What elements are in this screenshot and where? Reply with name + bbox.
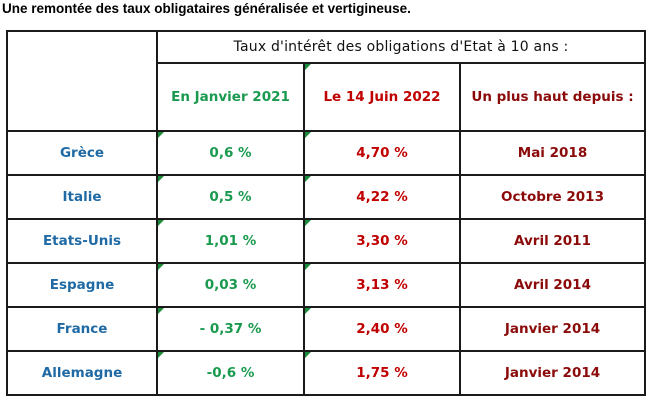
table-row: Italie 0,5 % 4,22 % Octobre 2013 [6,174,646,220]
country-cell: Grèce [6,130,158,176]
column-header-row: En Janvier 2021 Le 14 Juin 2022 Un plus … [7,62,646,132]
jun2022-cell: 4,22 % [303,174,461,220]
column-header-jun2022: Le 14 Juin 2022 [303,62,461,132]
country-cell: Italie [6,174,158,220]
country-cell: Allemagne [6,350,158,396]
jun2022-cell: 3,13 % [303,262,461,308]
since-cell: Avril 2011 [459,218,646,264]
jan2021-cell: - 0,37 % [156,306,305,352]
jun2022-cell: 1,75 % [303,350,461,396]
since-cell: Octobre 2013 [459,174,646,220]
jun2022-cell: 3,30 % [303,218,461,264]
since-cell: Avril 2014 [459,262,646,308]
column-header-since: Un plus haut depuis : [459,62,646,132]
table-row: Espagne 0,03 % 3,13 % Avril 2014 [6,262,646,308]
country-cell: Etats-Unis [6,218,158,264]
jan2021-cell: 1,01 % [156,218,305,264]
since-cell: Mai 2018 [459,130,646,176]
country-cell: Espagne [6,262,158,308]
table-row: Allemagne -0,6 % 1,75 % Janvier 2014 [6,350,646,396]
jun2022-cell: 4,70 % [303,130,461,176]
caption: Une remontée des taux obligataires génér… [2,1,411,16]
table-row: Grèce 0,6 % 4,70 % Mai 2018 [6,130,646,176]
table-row: France - 0,37 % 2,40 % Janvier 2014 [6,306,646,352]
jan2021-cell: 0,03 % [156,262,305,308]
title-row: Taux d'intérêt des obligations d'Etat à … [6,30,646,132]
column-header-jan2021: En Janvier 2021 [156,62,305,132]
empty-corner-cell [6,30,158,132]
jun2022-cell: 2,40 % [303,306,461,352]
jan2021-cell: -0,6 % [156,350,305,396]
jan2021-cell: 0,5 % [156,174,305,220]
bond-rates-table: Taux d'intérêt des obligations d'Etat à … [6,30,646,396]
table-title: Taux d'intérêt des obligations d'Etat à … [156,30,646,64]
country-cell: France [6,306,158,352]
since-cell: Janvier 2014 [459,350,646,396]
jan2021-cell: 0,6 % [156,130,305,176]
since-cell: Janvier 2014 [459,306,646,352]
table-row: Etats-Unis 1,01 % 3,30 % Avril 2011 [6,218,646,264]
